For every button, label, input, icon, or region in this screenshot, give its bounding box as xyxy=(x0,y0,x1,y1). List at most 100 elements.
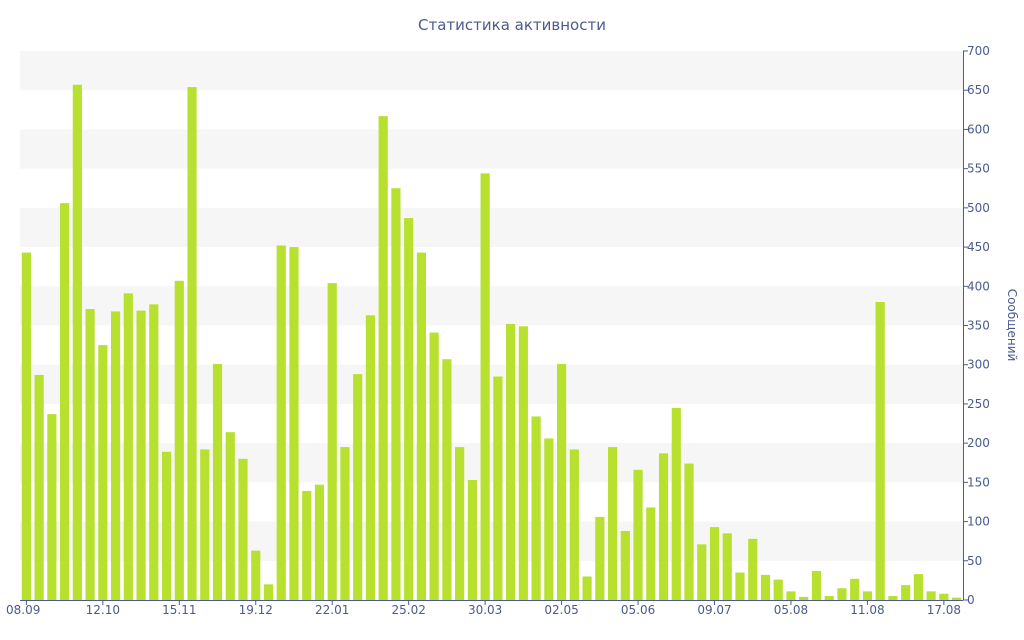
y-tick-label: 450 xyxy=(967,240,990,254)
bar xyxy=(850,578,860,600)
axes xyxy=(20,50,968,605)
bar xyxy=(760,574,771,600)
bar xyxy=(939,593,949,600)
x-tick-label: 17.08 xyxy=(927,603,961,617)
bar xyxy=(684,463,694,600)
bar xyxy=(748,538,758,600)
bar xyxy=(926,591,936,600)
bar xyxy=(518,326,528,600)
grid-band xyxy=(20,51,963,91)
bar xyxy=(149,304,159,600)
grid-band xyxy=(20,364,963,404)
bar xyxy=(225,432,235,600)
x-tick-label: 15.11 xyxy=(162,603,196,617)
bar xyxy=(557,363,567,600)
bar xyxy=(633,469,643,600)
bar xyxy=(658,453,669,600)
bar xyxy=(697,544,707,600)
grid-band xyxy=(20,521,963,561)
bar xyxy=(123,293,133,600)
bar xyxy=(200,449,210,600)
bar xyxy=(455,447,465,600)
bar xyxy=(110,311,121,600)
grid-bands xyxy=(20,51,963,561)
bar xyxy=(607,447,618,600)
grid-band xyxy=(20,286,963,326)
y-tick-label: 300 xyxy=(967,358,990,372)
bar xyxy=(251,550,261,600)
bar-series xyxy=(21,84,962,601)
y-tick-label: 250 xyxy=(967,397,990,411)
bar xyxy=(888,596,898,600)
y-tick-label: 150 xyxy=(967,475,990,489)
x-tick-label: 25.02 xyxy=(391,603,425,617)
bar xyxy=(569,449,579,600)
bar xyxy=(314,484,325,600)
bar xyxy=(289,247,299,601)
bar xyxy=(276,245,286,600)
bar xyxy=(340,447,350,600)
bar xyxy=(506,323,516,600)
bar xyxy=(34,374,44,600)
bar xyxy=(353,374,363,600)
bar xyxy=(136,310,146,600)
y-tick-label: 550 xyxy=(967,162,990,176)
bar xyxy=(544,438,554,600)
bar xyxy=(429,332,439,600)
bar xyxy=(442,359,452,600)
y-tick-label: 500 xyxy=(967,201,990,215)
bar xyxy=(773,579,783,600)
bar xyxy=(327,283,337,600)
bar xyxy=(811,570,822,600)
bar xyxy=(875,301,885,600)
bar xyxy=(709,527,720,600)
y-tick-label: 400 xyxy=(967,279,990,293)
y-tick-label: 100 xyxy=(967,515,990,529)
bar xyxy=(404,218,414,600)
bar xyxy=(238,458,248,600)
bar xyxy=(467,480,477,600)
y-tick-label: 200 xyxy=(967,436,990,450)
x-tick-label: 11.08 xyxy=(850,603,884,617)
x-tick-label: 22.01 xyxy=(315,603,349,617)
bar xyxy=(722,533,732,600)
bar xyxy=(263,584,274,600)
grid-band xyxy=(20,443,963,483)
bar xyxy=(47,414,57,600)
bar xyxy=(735,572,745,600)
grid-band xyxy=(20,207,963,248)
bar xyxy=(365,315,376,600)
x-tick-label: 05.08 xyxy=(774,603,808,617)
bar xyxy=(98,345,108,600)
bar xyxy=(72,84,82,600)
x-tick-label: 02.05 xyxy=(544,603,578,617)
bar xyxy=(174,280,184,600)
bar xyxy=(620,530,630,600)
bar xyxy=(952,597,962,600)
x-tick-label: 30.03 xyxy=(468,603,502,617)
bar xyxy=(378,116,388,601)
bar xyxy=(837,588,847,600)
bar xyxy=(416,252,426,600)
y-tick-label: 50 xyxy=(967,554,982,568)
bar xyxy=(85,309,95,600)
bar xyxy=(913,574,923,600)
y-tick-labels: 0 50 100 150 200 250 300 350 400 450 500 550 600 650 7… xyxy=(967,44,990,607)
bar xyxy=(60,203,70,600)
bar xyxy=(531,416,541,600)
y-tick-label: 700 xyxy=(967,44,990,58)
bar xyxy=(391,188,401,600)
x-tick-label: 05.06 xyxy=(621,603,655,617)
y-axis-title: Сообщений xyxy=(1005,289,1019,362)
x-tick-labels: 08.09 12.10 15.11 19.12 22.01 25.02 30.03 02.05… xyxy=(6,603,961,617)
bar xyxy=(493,376,503,600)
bar xyxy=(212,363,223,600)
bar xyxy=(671,407,681,600)
bar xyxy=(901,585,911,600)
bar xyxy=(862,591,873,600)
y-tick-label: 0 xyxy=(967,593,975,607)
bar xyxy=(480,173,490,600)
x-tick-label: 09.07 xyxy=(697,603,731,617)
bar xyxy=(646,507,656,600)
